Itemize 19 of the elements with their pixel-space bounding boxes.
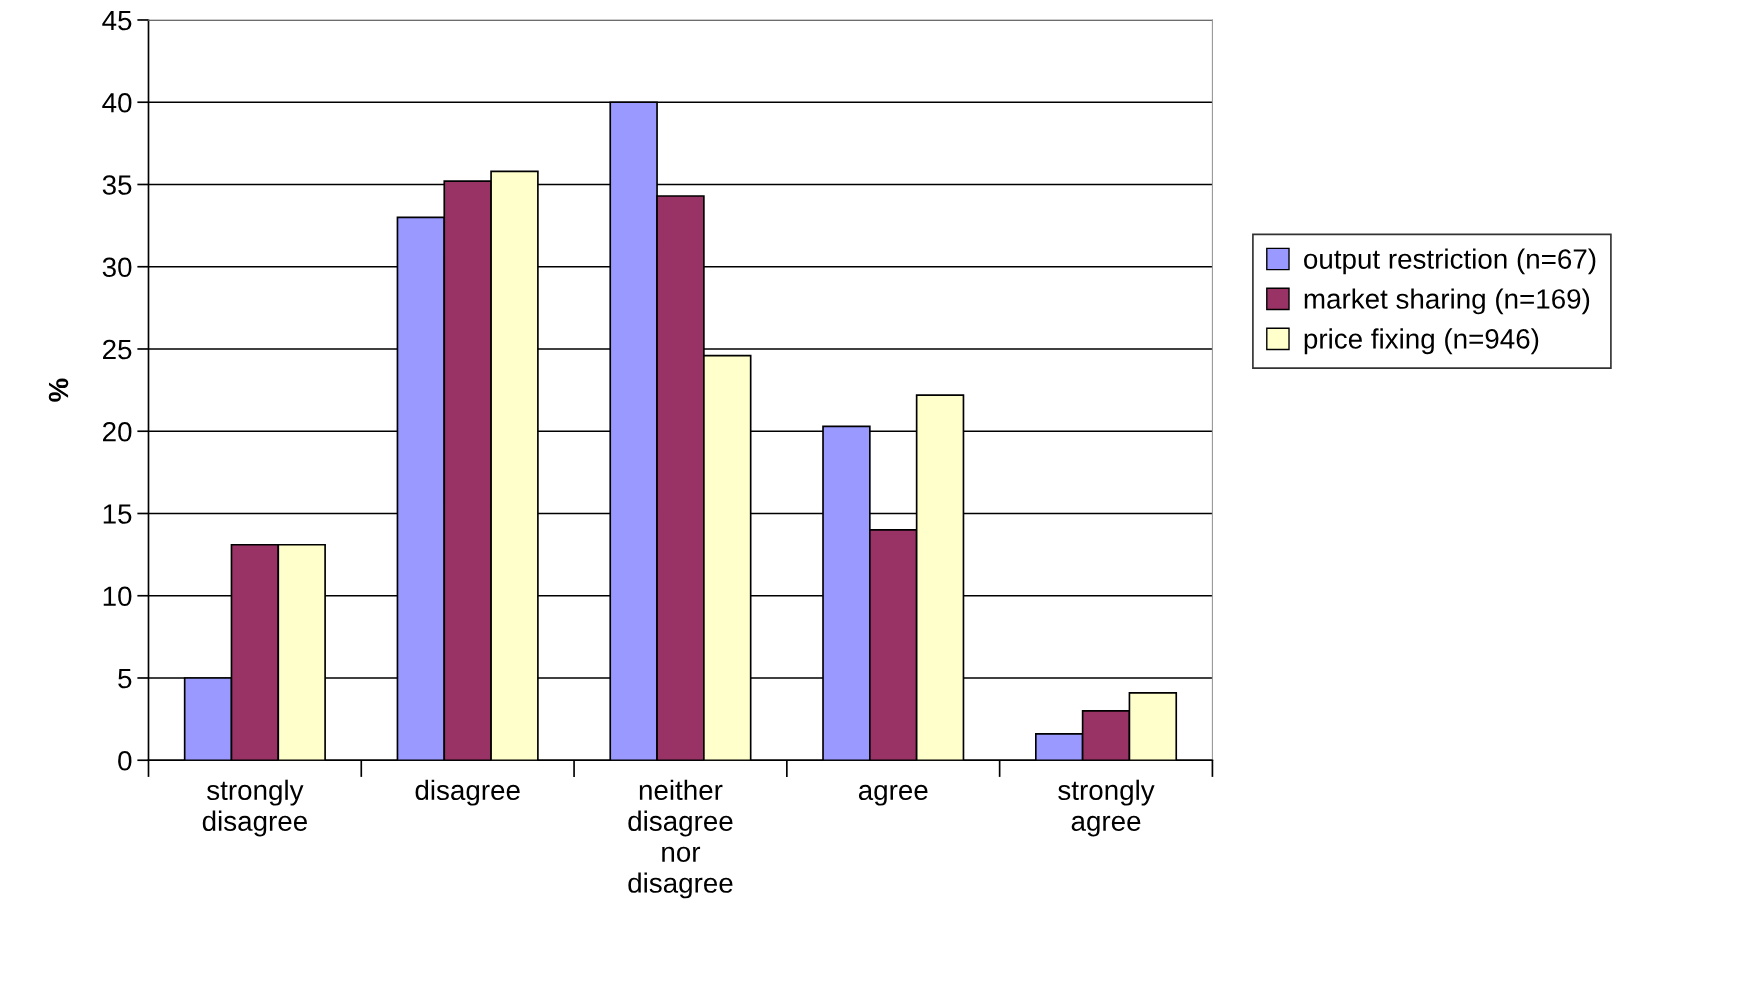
y-axis-title: % xyxy=(48,378,69,402)
x-tick-label: neither disagree nor disagree xyxy=(628,779,733,899)
y-tick-label: 25 xyxy=(103,339,132,360)
legend-label: price fixing (n=946) xyxy=(1304,328,1539,355)
y-tick-label: 40 xyxy=(102,92,132,113)
y-tick-label: 45 xyxy=(102,10,132,31)
y-tick-label: 35 xyxy=(102,175,132,195)
y-tick-label: 5 xyxy=(118,668,132,689)
x-tick-label: agree xyxy=(858,784,928,806)
legend-label: output restriction (n=67) xyxy=(1304,248,1596,275)
legend-label: market sharing (n=169) xyxy=(1304,288,1590,315)
y-tick-label: 30 xyxy=(102,257,132,278)
y-tick-label: 15 xyxy=(103,504,132,524)
x-tick-label: strongly agree xyxy=(1058,779,1155,837)
y-tick-label: 20 xyxy=(103,421,132,442)
y-tick-label: 0 xyxy=(118,750,132,771)
x-tick-label: disagree xyxy=(415,779,520,806)
y-tick-label: 10 xyxy=(103,586,132,607)
x-tick-label: strongly disagree xyxy=(202,779,307,837)
